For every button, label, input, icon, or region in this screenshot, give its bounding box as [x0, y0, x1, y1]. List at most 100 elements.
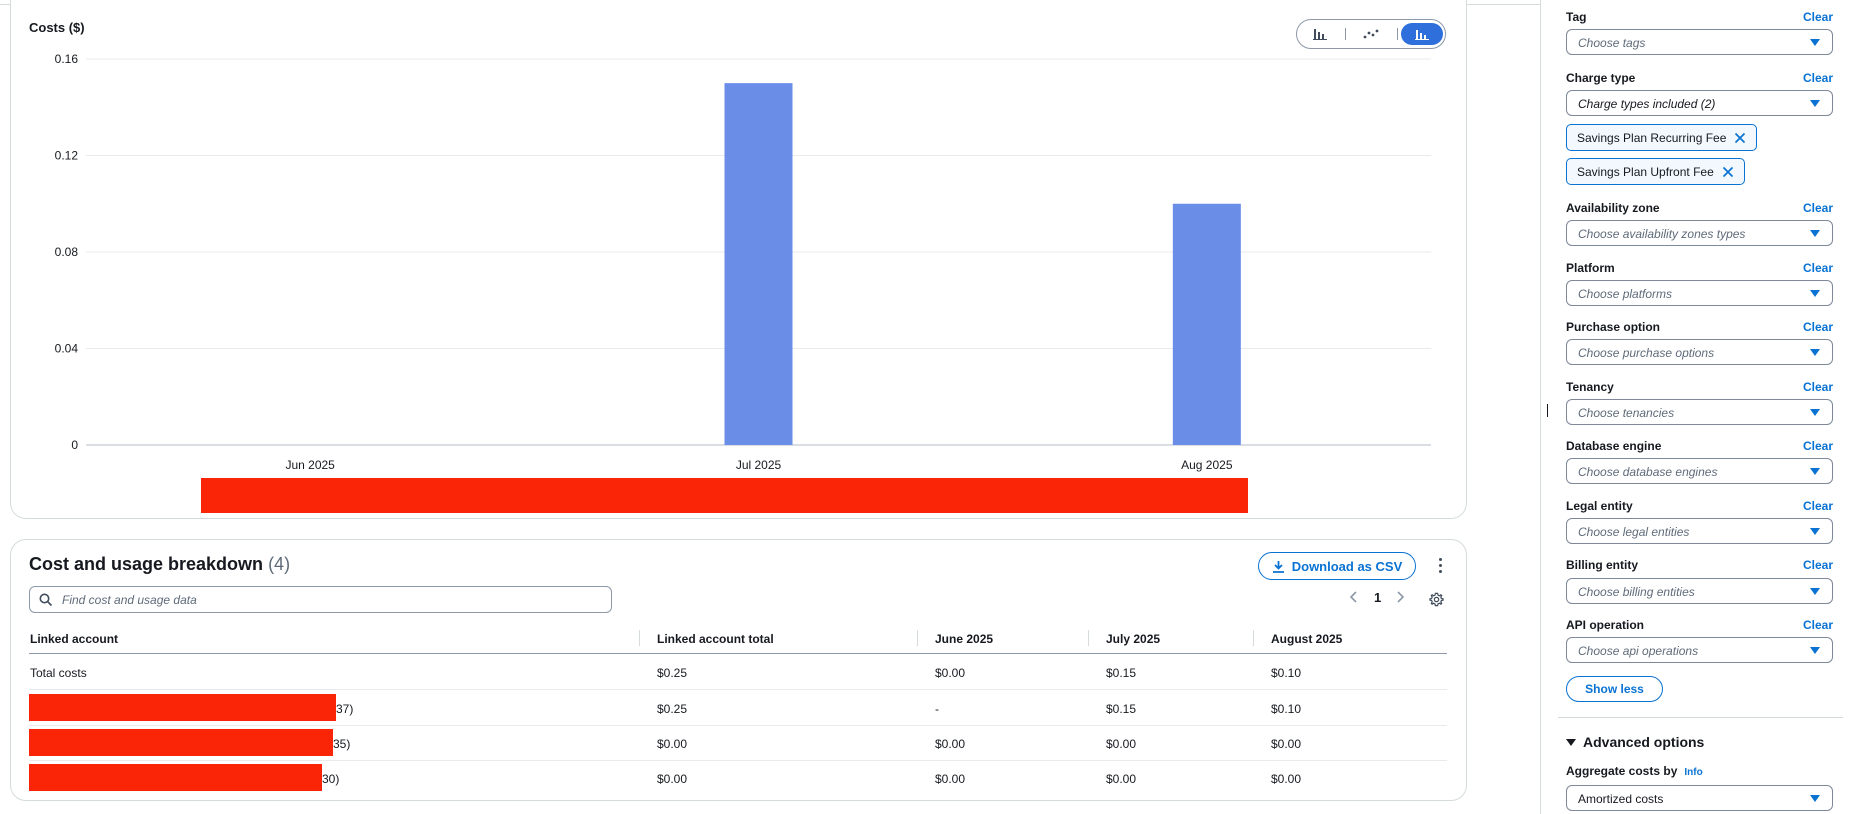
billing-entity-placeholder: Choose billing entities	[1578, 585, 1695, 599]
filter-label-tag: Tag	[1566, 10, 1587, 24]
charge-type-select-value: Charge types included (2)	[1578, 97, 1716, 111]
filter-label-database-engine: Database engine	[1566, 439, 1662, 453]
cell-linked-account: Total costs	[30, 666, 87, 680]
show-less-button[interactable]: Show less	[1566, 676, 1663, 702]
advanced-options-toggle[interactable]: Advanced options	[1566, 734, 1704, 750]
caret-down-icon	[1810, 588, 1820, 595]
advanced-options-title: Advanced options	[1583, 734, 1705, 750]
table-header-divider	[29, 653, 1447, 654]
toggle-separator	[1345, 28, 1346, 40]
cell-june: $0.00	[935, 666, 966, 680]
filter-label-billing-entity: Billing entity	[1566, 558, 1638, 572]
filter-label-purchase-option: Purchase option	[1566, 320, 1661, 334]
download-csv-label: Download as CSV	[1291, 558, 1403, 574]
account-name-redacted	[29, 764, 322, 791]
line-chart-toggle[interactable]	[1350, 23, 1392, 45]
column-separator	[917, 630, 918, 646]
purchase-option-placeholder: Choose purchase options	[1578, 346, 1715, 360]
download-csv-button[interactable]: Download as CSV	[1258, 552, 1416, 580]
api-operation-select[interactable]: Choose api operations	[1566, 637, 1833, 663]
bar-aug-2025	[1172, 203, 1241, 445]
info-link[interactable]: Info	[1684, 767, 1703, 778]
caret-down-icon	[1810, 647, 1820, 654]
close-icon[interactable]	[1722, 166, 1734, 178]
legal-entity-select[interactable]: Choose legal entities	[1566, 518, 1833, 544]
clear-legal-entity-link[interactable]: Clear	[1803, 499, 1834, 513]
filter-label-legal-entity: Legal entity	[1566, 499, 1633, 513]
chart-legend-redacted	[201, 478, 1248, 513]
aggregate-costs-select[interactable]: Amortized costs	[1566, 785, 1833, 811]
clear-tenancy-link[interactable]: Clear	[1803, 380, 1834, 394]
clear-platform-link[interactable]: Clear	[1803, 261, 1834, 275]
cell-total: $0.00	[657, 772, 688, 786]
x-tick-label: Jun 2025	[285, 458, 335, 472]
next-page-button[interactable]	[1396, 590, 1406, 607]
legal-entity-placeholder: Choose legal entities	[1578, 525, 1690, 539]
clear-tag-link[interactable]: Clear	[1803, 10, 1834, 24]
chevron-left-icon	[1349, 591, 1357, 603]
tenancy-select[interactable]: Choose tenancies	[1566, 399, 1833, 425]
cell-total: $0.25	[657, 702, 688, 716]
y-tick-label: 0	[71, 438, 78, 452]
close-icon[interactable]	[1734, 132, 1746, 144]
stacked-bar-chart-toggle[interactable]	[1401, 23, 1443, 45]
cell-june: $0.00	[935, 737, 966, 751]
filter-label-api-operation: API operation	[1566, 618, 1645, 632]
stacked-bar-chart-icon	[1415, 30, 1429, 40]
breakdown-search	[29, 586, 612, 613]
caret-down-icon	[1810, 349, 1820, 356]
panel-resize-handle[interactable]	[1547, 404, 1548, 417]
bar-chart-toggle[interactable]	[1299, 23, 1341, 45]
col-header-linked-account-total[interactable]: Linked account total	[657, 632, 774, 646]
more-actions-icon[interactable]	[1433, 554, 1447, 576]
page-number[interactable]: 1	[1374, 590, 1382, 605]
charge-type-select[interactable]: Charge types included (2)	[1566, 90, 1833, 116]
cell-total: $0.00	[657, 737, 688, 751]
availability-zone-select[interactable]: Choose availability zones types	[1566, 220, 1833, 246]
aggregate-costs-value: Amortized costs	[1578, 792, 1664, 806]
y-tick-label: 0.08	[55, 245, 79, 259]
clear-database-engine-link[interactable]: Clear	[1803, 439, 1834, 453]
cell-august: $0.10	[1271, 666, 1302, 680]
tag-select[interactable]: Choose tags	[1566, 29, 1833, 55]
col-header-july-2025[interactable]: July 2025	[1106, 632, 1161, 646]
filter-label-availability-zone: Availability zone	[1566, 201, 1660, 215]
tag-select-placeholder: Choose tags	[1578, 36, 1646, 50]
aggregate-costs-label: Aggregate costs by Info	[1566, 764, 1703, 778]
clear-availability-zone-link[interactable]: Clear	[1803, 201, 1834, 215]
prev-page-button[interactable]	[1348, 590, 1358, 607]
cell-linked-account: 35)	[333, 737, 351, 751]
bar-jul-2025	[724, 83, 793, 445]
cell-august: $0.10	[1271, 702, 1302, 716]
database-engine-select[interactable]: Choose database engines	[1566, 458, 1833, 484]
purchase-option-select[interactable]: Choose purchase options	[1566, 339, 1833, 365]
chart-y-axis-title: Costs ($)	[29, 20, 85, 35]
caret-down-icon	[1810, 230, 1820, 237]
clear-purchase-option-link[interactable]: Clear	[1803, 320, 1834, 334]
charge-type-token: Savings Plan Upfront Fee	[1566, 158, 1745, 185]
row-divider	[29, 689, 1447, 690]
token-label: Savings Plan Recurring Fee	[1577, 130, 1727, 145]
gear-icon[interactable]	[1429, 592, 1444, 607]
cell-august: $0.00	[1271, 737, 1302, 751]
cell-linked-account: 30)	[322, 772, 340, 786]
clear-api-operation-link[interactable]: Clear	[1803, 618, 1834, 632]
caret-down-icon	[1810, 795, 1820, 802]
billing-entity-select[interactable]: Choose billing entities	[1566, 578, 1833, 604]
col-header-august-2025[interactable]: August 2025	[1271, 632, 1343, 646]
col-header-linked-account[interactable]: Linked account	[30, 632, 119, 646]
col-header-june-2025[interactable]: June 2025	[935, 632, 994, 646]
availability-zone-placeholder: Choose availability zones types	[1578, 227, 1746, 241]
search-icon	[39, 593, 53, 607]
chevron-right-icon	[1397, 591, 1405, 603]
aggregate-costs-label-text: Aggregate costs by	[1566, 764, 1678, 778]
row-divider	[29, 760, 1447, 761]
platform-select[interactable]: Choose platforms	[1566, 280, 1833, 306]
filter-panel-divider	[1540, 0, 1541, 814]
search-input[interactable]	[60, 590, 600, 609]
x-tick-label: Jul 2025	[736, 458, 782, 472]
clear-charge-type-link[interactable]: Clear	[1803, 71, 1834, 85]
clear-billing-entity-link[interactable]: Clear	[1803, 558, 1834, 572]
caret-down-icon	[1810, 409, 1820, 416]
cell-linked-account: 37)	[336, 702, 354, 716]
